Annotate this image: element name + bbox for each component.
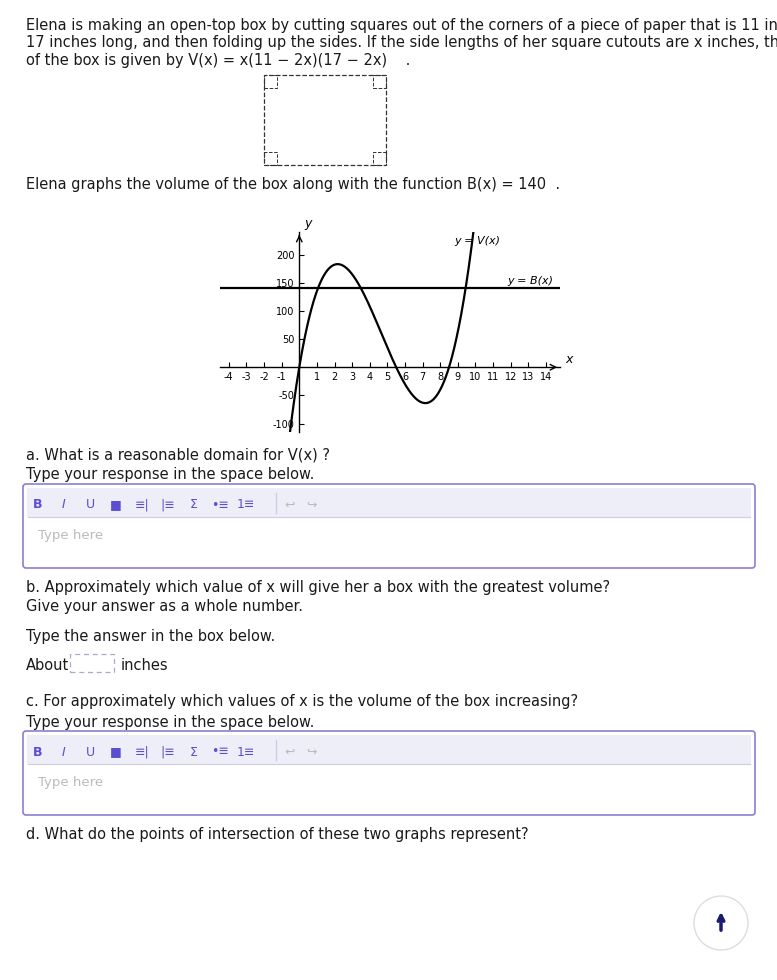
Text: ≡|: ≡|	[134, 499, 149, 512]
Bar	[264, 153, 277, 166]
Text: Elena graphs the volume of the box along with the function B(x) = 140  .: Elena graphs the volume of the box along…	[26, 177, 560, 192]
FancyBboxPatch shape	[27, 735, 751, 764]
Text: ≡|: ≡|	[134, 746, 149, 759]
Bar	[264, 75, 277, 88]
Bar	[70, 654, 114, 671]
Bar	[264, 75, 386, 166]
Text: c. For approximately which values of x is the volume of the box increasing?: c. For approximately which values of x i…	[26, 694, 578, 709]
Text: Type your response in the space below.: Type your response in the space below.	[26, 714, 315, 729]
Text: Type here: Type here	[38, 776, 103, 789]
Circle shape	[694, 896, 748, 950]
Bar	[373, 75, 386, 88]
Text: ↪: ↪	[307, 746, 317, 759]
Text: I: I	[62, 746, 66, 759]
Text: of the box is given by V(x) = x(11 − 2x)(17 − 2x)    .: of the box is given by V(x) = x(11 − 2x)…	[26, 53, 410, 68]
Text: About: About	[26, 659, 69, 673]
Text: ↪: ↪	[307, 499, 317, 512]
Text: a. What is a reasonable domain for V(x) ?: a. What is a reasonable domain for V(x) …	[26, 447, 330, 462]
FancyBboxPatch shape	[23, 484, 755, 568]
Text: ■: ■	[110, 499, 122, 512]
Text: Σ: Σ	[190, 499, 198, 512]
Text: inches: inches	[121, 659, 169, 673]
Text: ↩: ↩	[284, 746, 295, 759]
Text: U: U	[85, 746, 95, 759]
Text: Type here: Type here	[38, 529, 103, 542]
Text: y: y	[305, 217, 312, 229]
Text: B: B	[33, 746, 43, 759]
Text: Elena is making an open-top box by cutting squares out of the corners of a piece: Elena is making an open-top box by cutti…	[26, 18, 777, 33]
Text: I: I	[62, 499, 66, 512]
Text: 1≡: 1≡	[237, 746, 255, 759]
Text: b. Approximately which value of x will give her a box with the greatest volume?: b. Approximately which value of x will g…	[26, 580, 610, 595]
FancyBboxPatch shape	[27, 488, 751, 517]
Text: d. What do the points of intersection of these two graphs represent?: d. What do the points of intersection of…	[26, 827, 528, 842]
Text: 17 inches long, and then folding up the sides. If the side lengths of her square: 17 inches long, and then folding up the …	[26, 35, 777, 51]
Text: y = V(x): y = V(x)	[455, 236, 500, 246]
Text: •≡: •≡	[211, 499, 229, 512]
Bar	[373, 153, 386, 166]
Text: U: U	[85, 499, 95, 512]
Text: y = B(x): y = B(x)	[507, 276, 553, 286]
FancyBboxPatch shape	[23, 731, 755, 815]
Text: Give your answer as a whole number.: Give your answer as a whole number.	[26, 600, 303, 614]
Text: Type your response in the space below.: Type your response in the space below.	[26, 467, 315, 482]
Text: ■: ■	[110, 746, 122, 759]
Text: Type the answer in the box below.: Type the answer in the box below.	[26, 629, 275, 644]
Text: 1≡: 1≡	[237, 499, 255, 512]
Text: •≡: •≡	[211, 746, 229, 759]
Text: |≡: |≡	[161, 499, 176, 512]
Text: B: B	[33, 499, 43, 512]
Text: x: x	[566, 353, 573, 366]
Text: ↩: ↩	[284, 499, 295, 512]
Text: |≡: |≡	[161, 746, 176, 759]
Text: Σ: Σ	[190, 746, 198, 759]
